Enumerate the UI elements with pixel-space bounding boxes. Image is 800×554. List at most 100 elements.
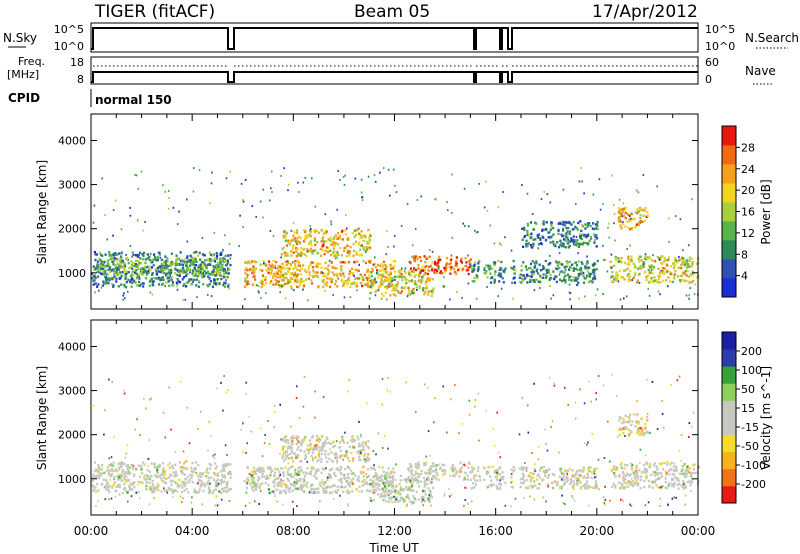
echo-cell (576, 284, 579, 287)
echo-cell (328, 472, 331, 476)
echo-cell (330, 253, 333, 257)
echo-cell (421, 269, 425, 272)
echo-cell (164, 472, 166, 475)
echo-cell (656, 185, 658, 188)
echo-cell (240, 428, 242, 431)
echo-cell (122, 298, 124, 301)
echo-cell (157, 489, 160, 492)
echo-cell (261, 274, 264, 277)
echo-cell (104, 271, 107, 274)
echo-cell (252, 466, 256, 470)
echo-cell (334, 474, 337, 478)
echo-cell (185, 264, 188, 267)
echo-cell (205, 468, 208, 472)
echo-cell (304, 269, 307, 273)
echo-cell (678, 472, 682, 475)
echo-cell (532, 272, 536, 276)
echo-cell (96, 260, 100, 263)
echo-cell (640, 264, 643, 268)
echo-cell (534, 221, 537, 224)
echo-cell (354, 268, 357, 271)
echo-cell (414, 273, 417, 277)
echo-cell (377, 273, 381, 276)
echo-cell (115, 259, 118, 262)
echo-cell (366, 268, 369, 272)
echo-cell (124, 262, 127, 266)
echo-cell (309, 235, 313, 238)
echo-cell (176, 288, 179, 291)
echo-cell (181, 482, 184, 486)
echo-cell (644, 255, 647, 258)
echo-cell (310, 436, 313, 439)
echo-cell (126, 467, 129, 471)
echo-cell (660, 475, 663, 478)
echo-cell (136, 254, 139, 258)
echo-cell (591, 432, 594, 435)
echo-cell (634, 265, 637, 269)
echo-cell (194, 270, 197, 274)
echo-cell (680, 266, 683, 270)
echo-cell (357, 438, 360, 441)
echo-cell (174, 489, 177, 493)
echo-cell (673, 277, 676, 280)
echo-cell (395, 490, 398, 494)
echo-cell (195, 250, 198, 254)
echo-cell (184, 482, 188, 485)
echo-cell (319, 449, 322, 452)
echo-cell (523, 228, 526, 232)
echo-cell (407, 475, 410, 479)
echo-cell (450, 254, 453, 257)
echo-cell (668, 217, 670, 220)
echo-cell (542, 223, 545, 226)
echo-cell (100, 468, 103, 471)
echo-cell (424, 261, 427, 264)
echo-cell (374, 294, 377, 297)
echo-cell (335, 267, 338, 270)
echo-cell (279, 483, 282, 486)
echo-cell (469, 478, 472, 482)
echo-cell (435, 468, 438, 471)
echo-cell (147, 464, 150, 467)
echo-cell (405, 505, 408, 508)
echo-cell (679, 218, 682, 221)
echo-cell (632, 471, 635, 475)
echo-cell (673, 496, 675, 499)
echo-cell (290, 446, 293, 449)
colorbar-segment (722, 278, 736, 298)
echo-cell (244, 261, 247, 264)
echo-cell (532, 238, 535, 241)
echo-cell (448, 266, 451, 269)
echo-cell (123, 389, 126, 392)
echo-cell (627, 226, 630, 229)
echo-cell (344, 485, 347, 489)
echo-cell (186, 272, 189, 276)
echo-cell (97, 474, 100, 477)
echo-cell (409, 466, 412, 469)
echo-cell (314, 265, 317, 268)
echo-cell (273, 478, 276, 481)
echo-cell (364, 235, 367, 239)
echo-cell (293, 289, 295, 292)
echo-cell (362, 234, 365, 237)
echo-cell (294, 279, 297, 283)
echo-cell (94, 291, 96, 294)
echo-cell (307, 277, 310, 280)
echo-cell (592, 222, 595, 225)
echo-cell (100, 272, 103, 275)
echo-cell (366, 242, 369, 245)
echo-cell (679, 274, 682, 278)
echo-cell (645, 416, 649, 419)
echo-cell (379, 495, 382, 499)
echo-cell (688, 297, 690, 300)
echo-cell (445, 269, 448, 272)
echo-cell (228, 489, 231, 492)
echo-cell (112, 286, 114, 289)
echo-cell (420, 469, 423, 473)
echo-cell (209, 482, 211, 485)
echo-cell (470, 264, 473, 268)
echo-cell (409, 489, 412, 492)
echo-cell (143, 251, 146, 255)
echo-cell (423, 463, 426, 466)
echo-cell (215, 264, 218, 267)
echo-cell (322, 442, 325, 445)
